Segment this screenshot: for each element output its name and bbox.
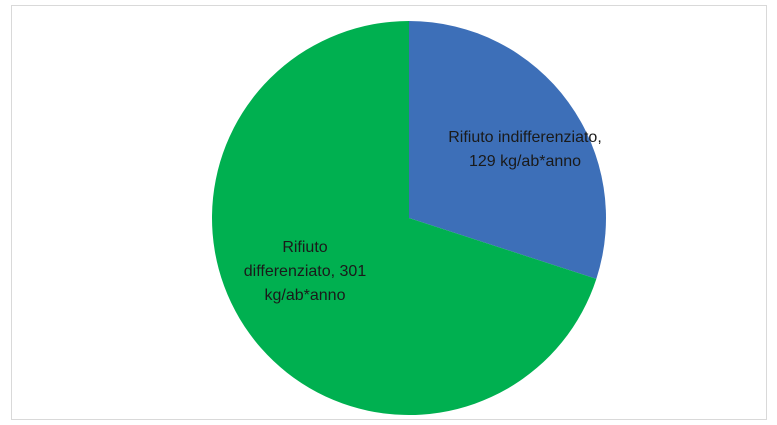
data-label: Rifiuto indifferenziato, 129 kg/ab*anno (448, 129, 602, 170)
pie-slice (409, 21, 606, 279)
data-label-wrap: Rifiuto differenziato, 301 kg/ab*anno (240, 212, 370, 332)
pie-slice (212, 21, 597, 415)
data-label-box: Rifiuto indifferenziato, 129 kg/ab*anno (445, 90, 605, 210)
data-label: Rifiuto differenziato, 301 kg/ab*anno (243, 239, 367, 304)
data-label-wrap: Rifiuto indifferenziato, 129 kg/ab*anno (445, 90, 605, 210)
data-label-box: Rifiuto differenziato, 301 kg/ab*anno (240, 212, 370, 332)
